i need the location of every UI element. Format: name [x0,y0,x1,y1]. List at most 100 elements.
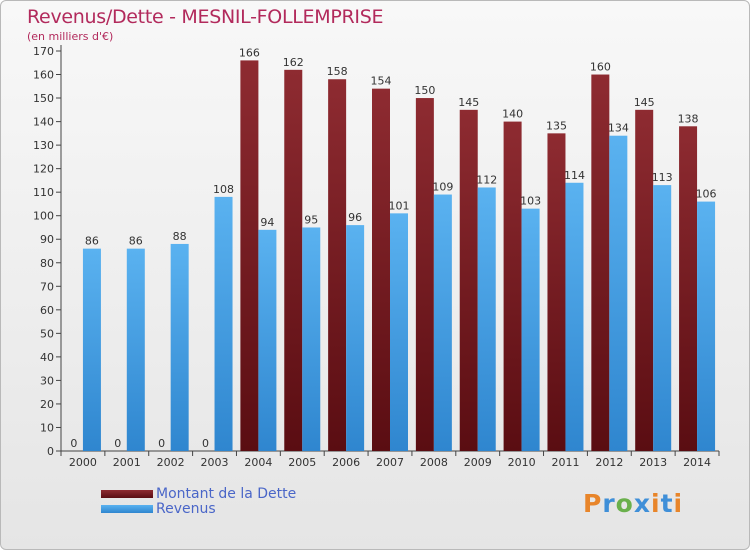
data-label-dette: 140 [502,108,523,121]
bar-revenus [477,187,496,451]
y-tick-label: 100 [33,210,54,223]
x-tick-label: 2012 [595,456,623,469]
logo-letter: r [602,489,616,518]
x-tick-label: 2005 [288,456,316,469]
logo-letter: x [633,489,651,518]
x-tick-label: 2009 [464,456,492,469]
x-tick-label: 2004 [244,456,272,469]
bar-revenus [346,225,365,451]
data-label-dette: 150 [414,84,435,97]
bar-dette [415,98,434,451]
logo-letter: t [660,489,674,518]
bar-revenus [170,243,189,451]
x-tick-label: 2006 [332,456,360,469]
x-tick-label: 2000 [69,456,97,469]
data-label-revenus: 86 [129,235,143,248]
data-label-dette: 158 [327,65,348,78]
data-labels: 0 86 0 86 0 88 0 108 166 94 162 95 158 96 154 101 150 109… [70,46,716,450]
y-tick-label: 10 [40,421,54,434]
x-tick-label: 2002 [157,456,185,469]
y-tick-label: 150 [33,92,54,105]
y-tick-label: 110 [33,186,54,199]
y-tick-label: 170 [33,45,54,58]
legend-swatch-dette [101,490,153,498]
data-label-dette: 162 [283,56,304,69]
bar-revenus [302,227,321,451]
data-label-revenus: 103 [520,195,541,208]
bar-dette [284,69,303,451]
bar-revenus [697,201,716,451]
bar-revenus [653,185,672,451]
x-tick-label: 2001 [113,456,141,469]
x-tick-label: 2011 [551,456,579,469]
data-label-revenus: 112 [476,173,497,186]
data-label-dette: 154 [371,75,392,88]
y-tick-label: 30 [40,374,54,387]
legend-label-revenus: Revenus [156,501,216,517]
bar-revenus [390,213,408,451]
data-label-revenus: 94 [260,216,274,229]
bar-dette [679,126,698,451]
proxiti-logo: Proxiti [583,489,683,518]
data-label-revenus: 134 [608,122,629,135]
data-label-dette: 160 [590,61,611,74]
y-tick-label: 130 [33,139,54,152]
y-tick-label: 60 [40,304,54,317]
data-label-revenus: 86 [85,235,99,248]
y-tick-label: 50 [40,327,54,340]
chart-title: Revenus/Dette - MESNIL-FOLLEMPRISE [27,6,384,28]
bar-revenus [82,248,101,451]
data-label-dette: 145 [634,96,655,109]
data-label-revenus: 106 [696,188,717,201]
data-label-dette: 166 [239,46,260,59]
y-tick-label: 20 [40,398,54,411]
logo-letter: i [673,489,684,518]
y-tick-label: 0 [47,445,54,458]
data-label-revenus: 108 [213,183,234,196]
bar-dette [328,79,347,451]
data-label-dette: 145 [458,96,479,109]
bar-revenus [521,208,540,451]
x-tick-label: 2008 [420,456,448,469]
bar-dette [635,109,654,451]
data-label-dette: 0 [202,437,209,450]
data-label-dette: 0 [114,437,121,450]
bar-dette [459,109,478,451]
bar-revenus [609,135,628,452]
data-label-revenus: 95 [304,213,318,226]
y-tick-label: 40 [40,351,54,364]
y-tick-label: 140 [33,116,54,129]
data-label-revenus: 101 [389,199,410,212]
logo-letter: P [583,489,603,518]
bar-revenus [126,248,145,451]
bar-revenus [258,229,277,451]
bar-revenus [433,194,452,451]
x-tick-label: 2003 [201,456,229,469]
y-tick-label: 160 [33,69,54,82]
bar-revenus [565,182,584,451]
data-label-revenus: 96 [348,211,362,224]
x-tick-label: 2007 [376,456,404,469]
bar-dette [503,121,522,452]
data-label-revenus: 88 [173,230,187,243]
data-label-revenus: 109 [432,181,453,194]
chart-subtitle: (en milliers d'€) [27,30,114,43]
data-label-dette: 0 [158,437,165,450]
logo-letter: i [651,489,661,518]
x-tick-label: 2010 [508,456,536,469]
y-tick-label: 90 [40,233,54,246]
bar-dette [591,74,610,451]
y-tick-label: 80 [40,257,54,270]
legend-swatch-revenus [101,505,153,513]
logo-letter: o [615,489,634,518]
data-label-dette: 0 [70,437,77,450]
data-label-dette: 135 [546,119,567,132]
y-tick-label: 70 [40,280,54,293]
data-label-revenus: 113 [652,171,673,184]
bars [82,60,716,452]
y-tick-label: 120 [33,163,54,176]
data-label-revenus: 114 [564,169,585,182]
x-tick-label: 2013 [639,456,667,469]
